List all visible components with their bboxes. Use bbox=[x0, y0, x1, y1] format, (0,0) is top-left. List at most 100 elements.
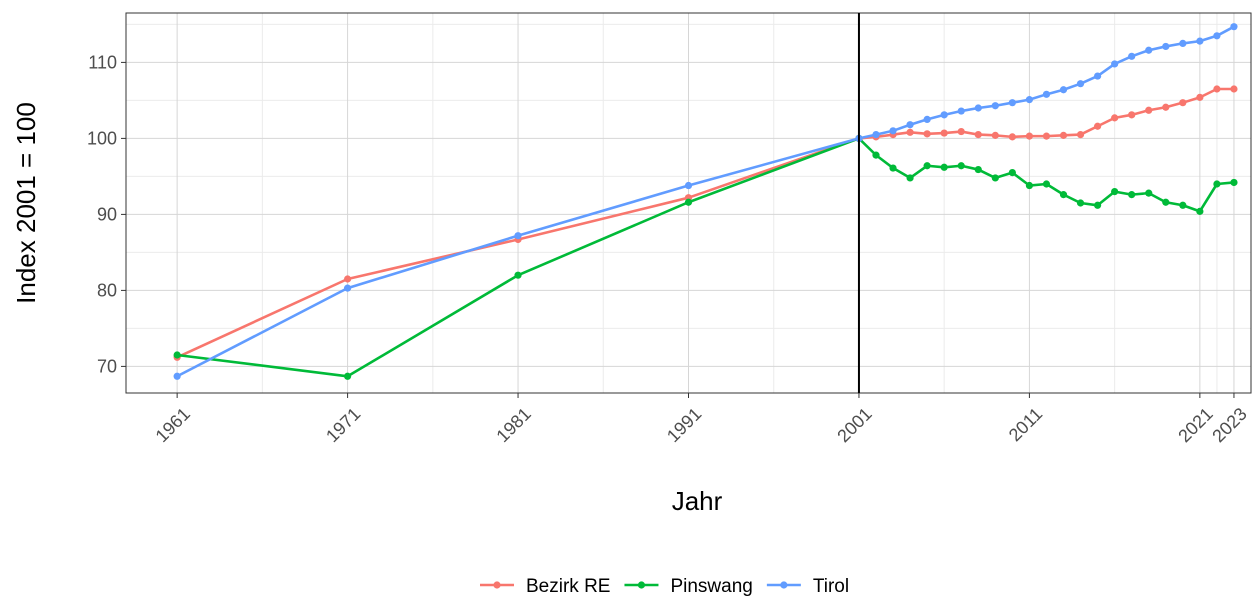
x-tick-label: 1971 bbox=[322, 404, 364, 446]
x-tick-label: 1991 bbox=[663, 404, 705, 446]
data-point bbox=[923, 115, 931, 123]
data-point bbox=[1196, 37, 1204, 45]
data-point bbox=[889, 127, 897, 135]
legend-key-point bbox=[780, 581, 788, 589]
data-point bbox=[1076, 131, 1085, 139]
data-point bbox=[1230, 85, 1238, 93]
data-point bbox=[1196, 207, 1204, 215]
data-point bbox=[1213, 32, 1221, 40]
data-point bbox=[514, 271, 522, 279]
data-point bbox=[906, 121, 914, 129]
y-tick-label: 80 bbox=[97, 280, 117, 300]
data-point bbox=[1025, 96, 1034, 104]
data-point bbox=[923, 162, 931, 170]
data-point bbox=[974, 165, 982, 174]
legend-item-pinswang: Pinswang bbox=[624, 576, 753, 597]
x-tick-label: 2021 bbox=[1174, 404, 1216, 446]
data-point bbox=[1093, 72, 1102, 80]
data-point bbox=[1145, 189, 1153, 197]
data-point bbox=[1042, 132, 1051, 140]
data-point bbox=[923, 130, 931, 138]
data-point bbox=[1128, 52, 1136, 60]
data-point bbox=[1008, 133, 1016, 141]
data-point bbox=[991, 131, 999, 139]
y-axis-title: Index 2001 = 100 bbox=[11, 102, 41, 304]
data-point bbox=[1179, 99, 1187, 107]
data-point bbox=[1111, 114, 1119, 122]
x-axis-title: Jahr bbox=[672, 486, 723, 516]
legend-label: Bezirk RE bbox=[526, 576, 610, 597]
data-point bbox=[1128, 191, 1136, 199]
data-point bbox=[957, 107, 965, 115]
data-point bbox=[1111, 188, 1119, 196]
y-tick-label: 70 bbox=[97, 356, 117, 376]
data-point bbox=[957, 162, 965, 170]
series-line-bezirk-re bbox=[176, 87, 1234, 359]
data-point bbox=[1179, 201, 1187, 209]
data-point bbox=[957, 127, 965, 136]
data-point bbox=[1128, 111, 1136, 119]
data-point bbox=[1042, 90, 1051, 98]
y-axis-ticks: 70 80 90 100 110 bbox=[87, 52, 126, 376]
y-tick-label: 100 bbox=[87, 128, 117, 148]
data-point bbox=[514, 232, 522, 240]
series-layer bbox=[173, 23, 1238, 380]
y-tick-label: 90 bbox=[97, 204, 117, 224]
data-point bbox=[1093, 122, 1102, 130]
data-point bbox=[1076, 199, 1085, 207]
series-line-pinswang bbox=[176, 137, 1235, 378]
x-tick-label: 1961 bbox=[152, 404, 194, 446]
data-point bbox=[974, 131, 982, 139]
data-point bbox=[872, 131, 880, 139]
data-point bbox=[940, 163, 948, 171]
data-point bbox=[1179, 39, 1187, 48]
data-point bbox=[684, 198, 693, 206]
data-point bbox=[906, 128, 914, 136]
data-point bbox=[343, 284, 352, 292]
data-point bbox=[1059, 191, 1068, 199]
data-point bbox=[684, 181, 693, 190]
data-point bbox=[1042, 180, 1051, 188]
data-point bbox=[1008, 99, 1016, 107]
legend-label: Tirol bbox=[813, 576, 849, 597]
data-point bbox=[940, 129, 948, 137]
data-point bbox=[343, 275, 352, 283]
data-point bbox=[872, 151, 880, 159]
x-tick-label: 2011 bbox=[1005, 404, 1047, 446]
legend-key-point bbox=[637, 581, 646, 589]
data-point bbox=[1162, 42, 1170, 51]
x-tick-label: 1981 bbox=[492, 404, 534, 446]
data-point bbox=[343, 372, 352, 380]
data-point bbox=[1162, 198, 1170, 206]
data-point bbox=[1059, 86, 1068, 94]
legend-key-point bbox=[493, 581, 501, 589]
data-point bbox=[991, 174, 999, 182]
data-point bbox=[1145, 46, 1153, 54]
data-point bbox=[173, 372, 181, 380]
data-point bbox=[1196, 93, 1204, 101]
legend-label: Pinswang bbox=[670, 576, 752, 597]
data-point bbox=[1145, 106, 1153, 114]
data-point bbox=[1076, 80, 1085, 88]
data-point bbox=[1230, 178, 1238, 187]
legend-item-tirol: Tirol bbox=[766, 576, 849, 597]
data-point bbox=[173, 351, 181, 359]
data-point bbox=[1230, 23, 1238, 31]
data-point bbox=[1162, 103, 1170, 111]
data-point bbox=[974, 104, 982, 112]
data-point bbox=[1213, 180, 1221, 188]
data-point bbox=[991, 102, 999, 110]
data-point bbox=[1213, 85, 1221, 93]
data-point bbox=[1008, 169, 1016, 177]
x-tick-label: 2023 bbox=[1208, 404, 1250, 446]
data-point bbox=[1093, 201, 1102, 209]
legend: Bezirk RE Pinswang Tirol bbox=[480, 576, 849, 597]
data-point bbox=[1059, 131, 1068, 139]
legend-item-bezirk-re: Bezirk RE bbox=[480, 576, 610, 597]
data-point bbox=[889, 164, 897, 172]
data-point bbox=[940, 111, 948, 119]
y-tick-label: 110 bbox=[88, 52, 117, 72]
data-point bbox=[906, 174, 914, 182]
